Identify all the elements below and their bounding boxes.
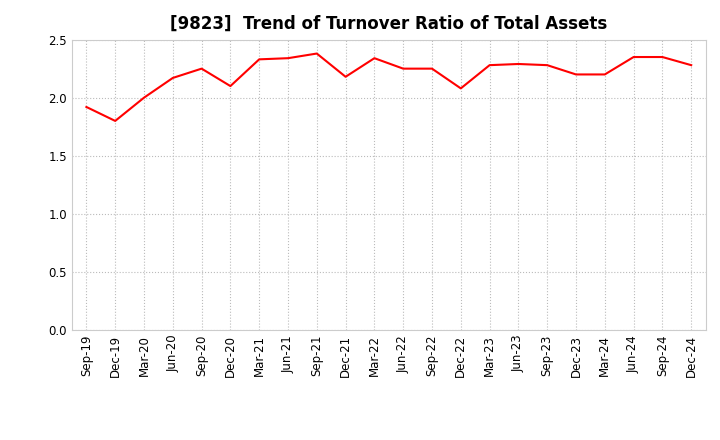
Title: [9823]  Trend of Turnover Ratio of Total Assets: [9823] Trend of Turnover Ratio of Total … bbox=[170, 15, 608, 33]
